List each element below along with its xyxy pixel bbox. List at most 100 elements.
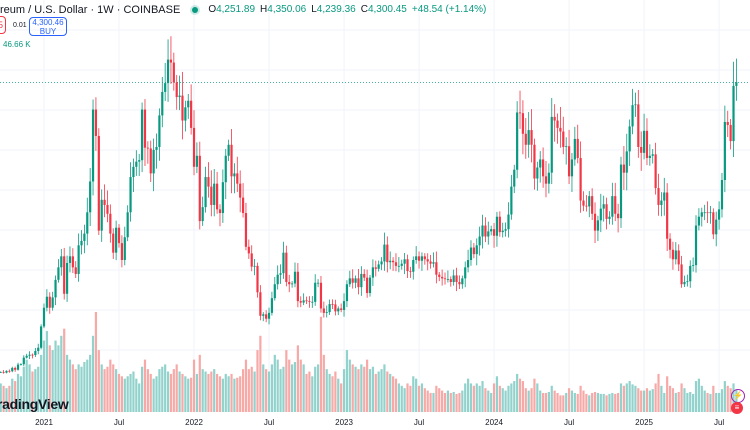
candle-body [441,276,444,279]
candle-body [158,115,161,147]
volume-bar [391,376,395,412]
volume-bar [371,366,374,412]
volume-bar [354,366,357,412]
volume-bar [423,388,426,412]
candle-body [345,284,349,302]
volume-bar [91,335,95,412]
tradingview-watermark-logo[interactable]: radingView [0,396,69,412]
volume-bar [166,371,170,412]
volume-bar [86,359,89,412]
volume-bar [565,392,568,412]
volume-bar [57,345,60,412]
volume-bar [207,373,210,412]
candle-body [68,256,72,263]
candle-body [164,83,167,92]
volume-bar [542,392,545,412]
candle-body [149,148,152,174]
volume-bar [723,381,726,412]
candle-body [132,166,135,178]
candle-body [374,267,377,269]
candle-body [412,260,415,272]
symbol-title[interactable]: reum / U.S. Dollar · 1W · COINBASE [0,3,181,16]
candle-body [668,238,672,250]
volume-bar [614,393,617,412]
volume-bar [472,385,475,412]
volume-bar [677,392,680,412]
candle-body [585,205,588,207]
candle-body [386,244,389,263]
candle-body [22,357,25,365]
candle-body [120,243,123,261]
sell-button[interactable]: 5 [0,16,6,34]
volume-bar [573,392,576,412]
volume-bar [513,381,516,412]
volume-bar [729,388,732,412]
candle-body [680,264,683,285]
volume-bar [368,369,372,412]
volume-bar [230,373,233,412]
candle-body [544,176,548,184]
volume-bar [400,385,403,412]
volume-bar [492,383,496,412]
candle-body [54,279,57,298]
candle-body [2,371,5,373]
volume-bar [299,359,302,412]
candle-body [178,95,181,98]
volume-bar [37,366,40,412]
candle-body [11,367,14,372]
candle-body [671,249,675,260]
candle-body [103,199,106,205]
volume-bar [366,359,369,412]
volume-bar [322,354,325,412]
volume-bar [48,345,51,412]
volume-bar [544,392,548,412]
volume-bar [45,331,48,412]
candle-body [187,100,190,108]
volume-bar [19,376,23,412]
candle-body [126,212,129,238]
candle-body [481,225,484,237]
candle-body [683,282,686,285]
candle-body [516,112,519,170]
candle-body [472,247,475,255]
candle-body [726,122,729,125]
candle-body [135,161,138,167]
volume-bar [187,378,190,412]
candle-body [8,370,11,372]
buy-button[interactable]: 4,300.46 BUY [29,17,67,36]
volume-bar [377,371,380,412]
lightning-icon[interactable]: ⚡ [731,389,745,403]
volume-bar [331,376,334,412]
candle-body [729,124,732,142]
volume-bar [429,392,432,412]
candle-body [507,214,510,230]
volume-bar [169,373,173,412]
volume-bar [201,369,204,412]
volume-bar [288,359,291,412]
volume-bar [469,383,473,412]
candle-body [394,262,398,266]
candle-body [380,261,383,265]
candle-body [299,301,302,303]
candle-body [645,130,649,158]
candle-body [34,351,37,356]
legend-header: reum / U.S. Dollar · 1W · COINBASE O4,25… [0,2,486,17]
volume-bar [233,378,236,412]
candle-body [732,85,735,142]
candle-body [115,227,118,253]
volume-bar [464,383,467,412]
candle-body [233,173,236,177]
candle-body [291,283,294,285]
volume-bar [720,389,724,412]
volume-bar [204,371,207,412]
volume-bar [692,393,695,412]
candle-body [279,273,282,275]
candle-body [77,245,80,274]
volume-bar [311,376,314,412]
us-flag-icon[interactable]: ≡ [731,402,743,414]
volume-bar [717,392,721,412]
candle-body [709,212,712,214]
candle-body [391,260,395,263]
candle-body [435,262,438,275]
